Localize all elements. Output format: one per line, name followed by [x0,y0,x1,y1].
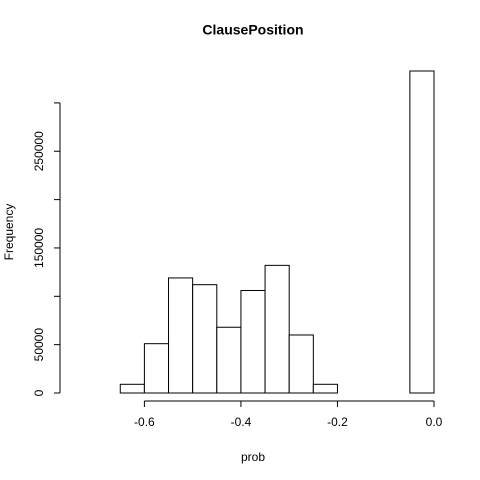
bar [119,383,145,394]
y-axis-label: Frequency [2,204,16,261]
bar [288,334,314,394]
bar [312,383,338,394]
bar [216,326,242,394]
x-tick-label: -0.4 [231,415,252,429]
bar [264,264,290,394]
bar [409,70,435,394]
x-axis-label: prob [241,450,265,464]
bar [240,290,266,394]
y-tick-label: 0 [32,389,46,396]
y-tick-label: 250000 [32,131,46,171]
bar [168,277,194,394]
x-tick-label: -0.6 [134,415,155,429]
y-tick-label: 50000 [32,328,46,362]
bar [143,343,170,394]
bar [192,284,218,394]
x-tick-label: 0.0 [426,415,443,429]
y-tick-label: 150000 [32,228,46,268]
x-tick-label: -0.2 [327,415,348,429]
chart-title: ClausePosition [202,22,303,38]
